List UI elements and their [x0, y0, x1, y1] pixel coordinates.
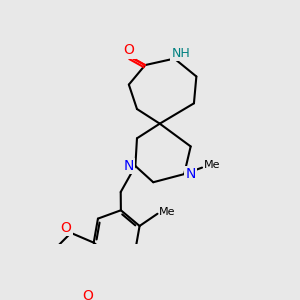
- Text: O: O: [123, 44, 134, 57]
- Text: N: N: [185, 167, 196, 181]
- Text: O: O: [82, 289, 93, 300]
- Text: Me: Me: [159, 207, 175, 217]
- Text: Me: Me: [204, 160, 220, 170]
- Text: O: O: [61, 221, 71, 235]
- Text: N: N: [124, 159, 134, 173]
- Text: NH: NH: [172, 47, 190, 60]
